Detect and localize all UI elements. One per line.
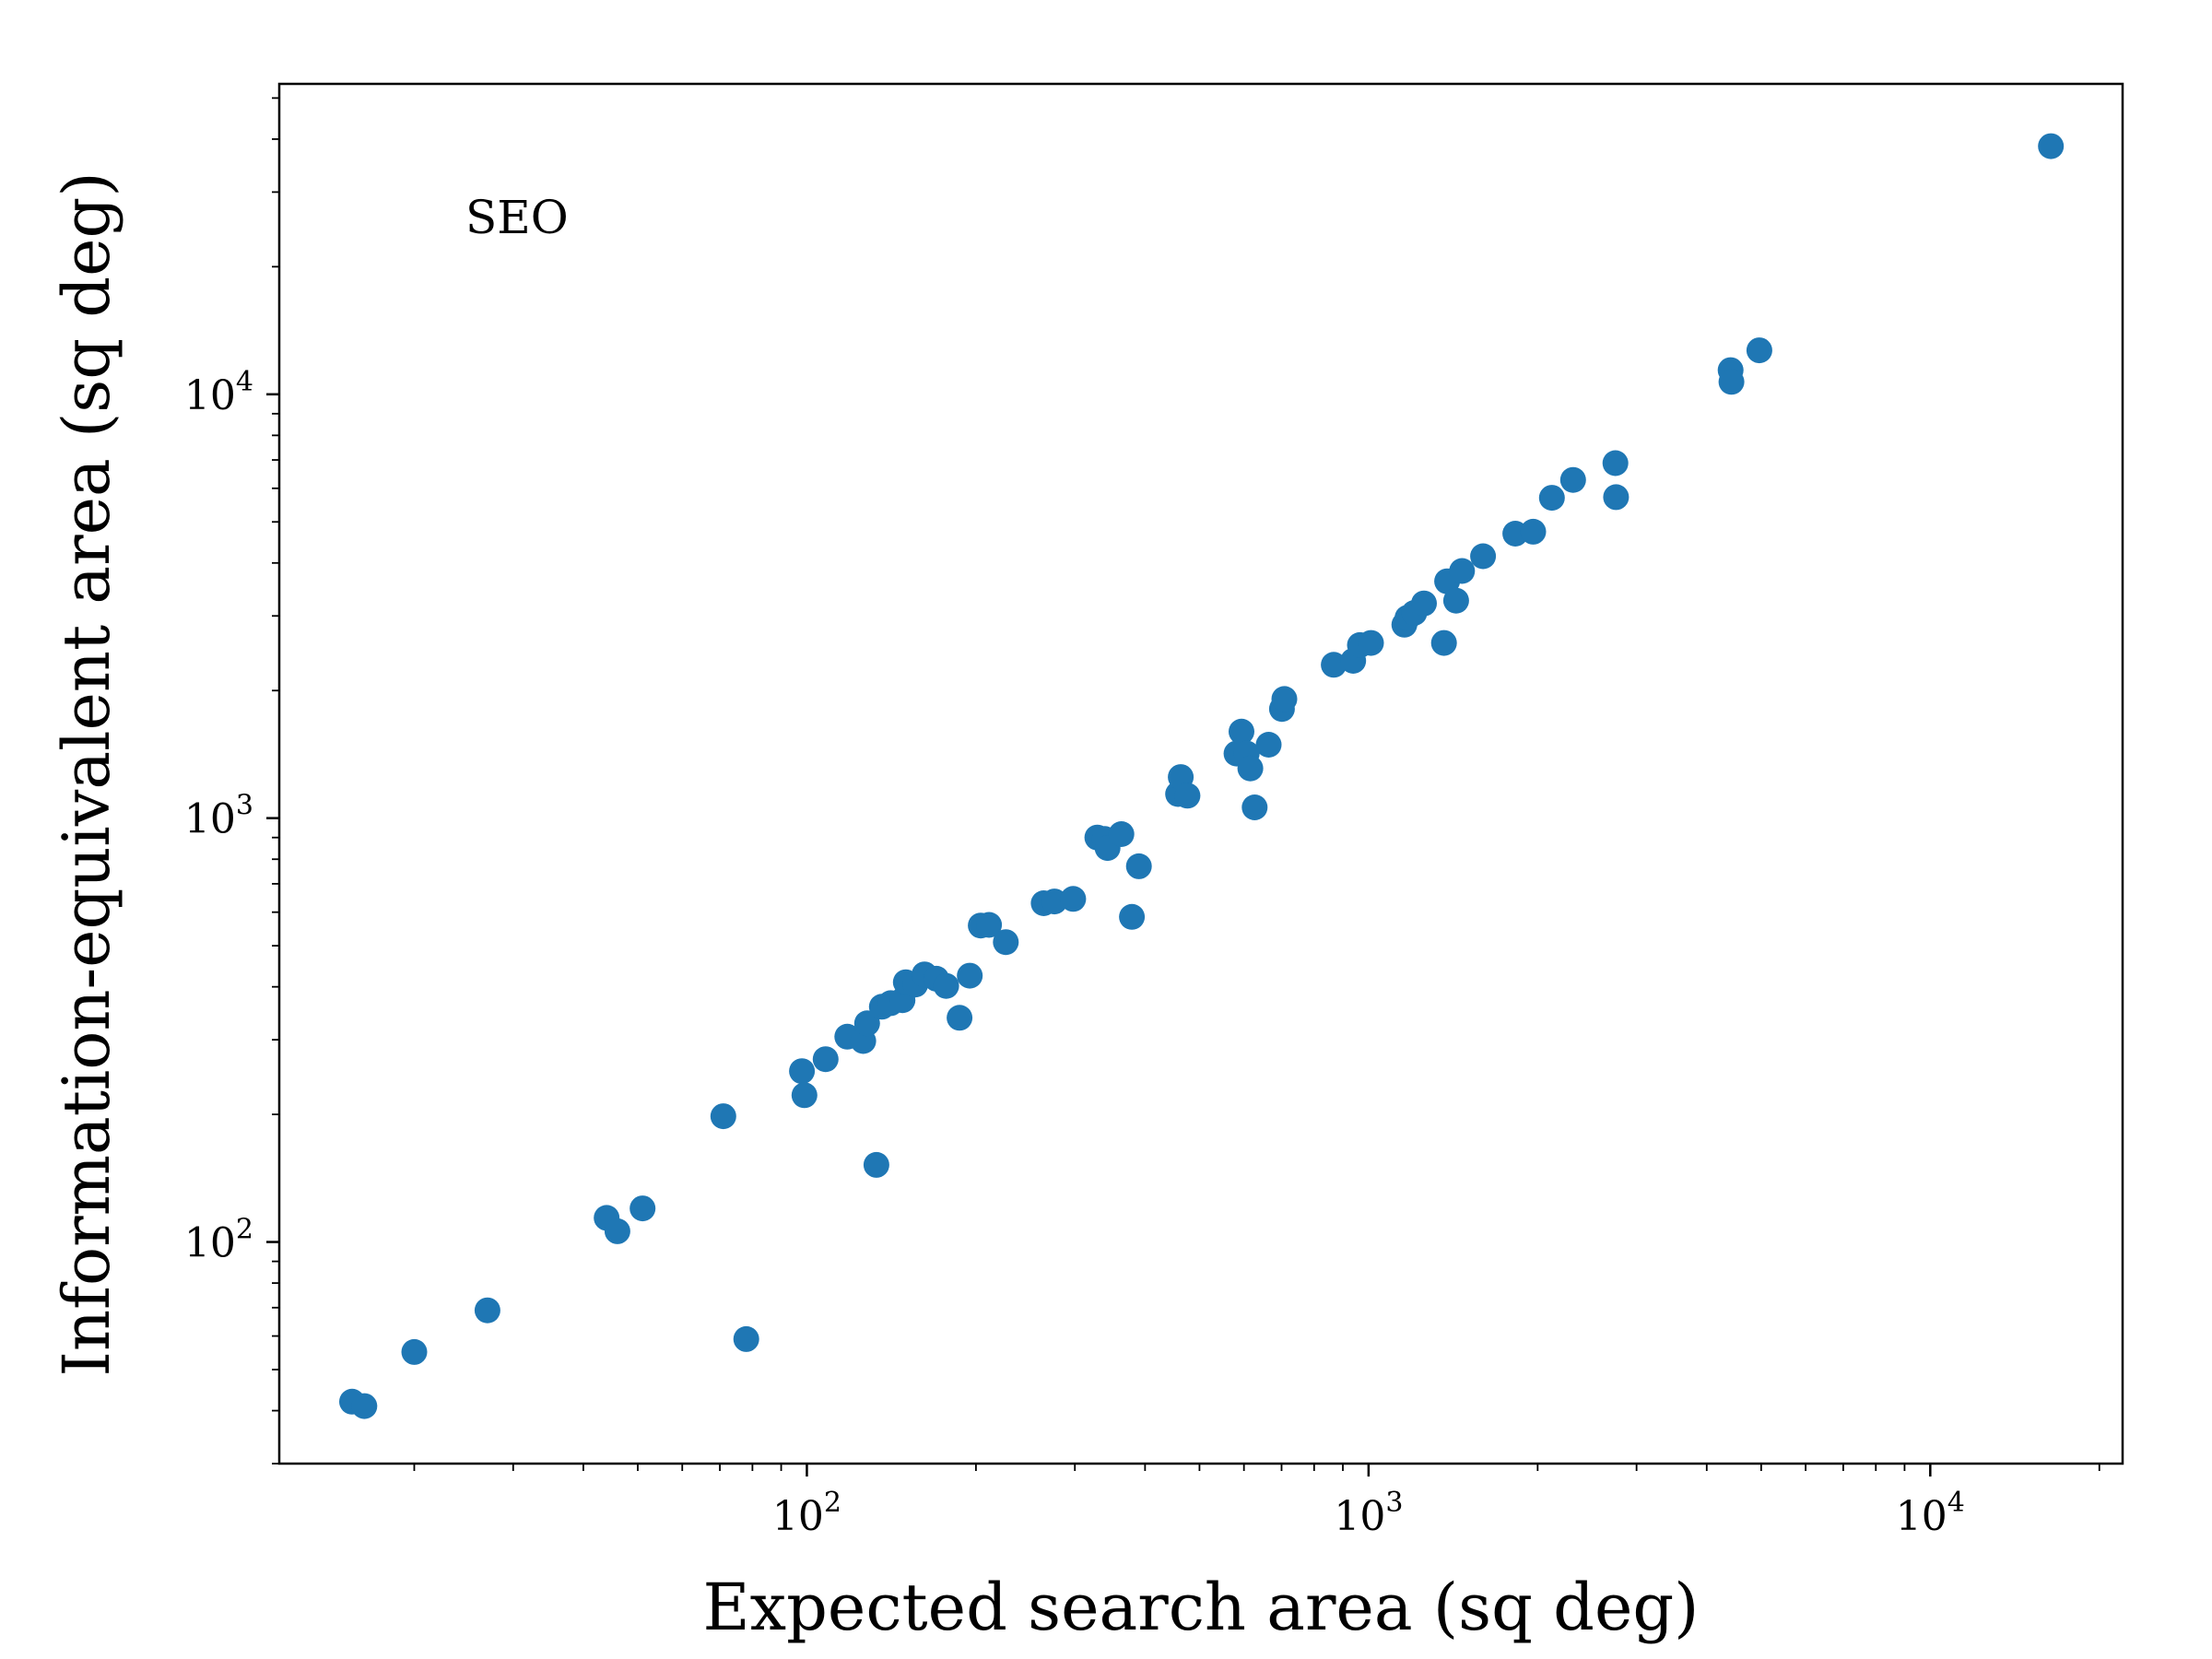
data-point [1108,821,1135,847]
plot-area-frame [277,82,2124,1465]
data-point [1271,686,1298,712]
y-axis-ticks: 102 103 104 [184,97,279,1465]
data-point [1229,718,1254,745]
data-point [947,1005,973,1031]
data-point [629,1195,656,1222]
x-tick-label: 102 [772,1487,841,1540]
data-point [604,1218,630,1244]
data-point [1237,755,1264,782]
data-point [812,1046,839,1073]
data-point [1430,629,1457,656]
data-point [1602,450,1629,477]
data-point [1321,652,1347,678]
data-point [401,1338,428,1365]
data-point [710,1103,736,1130]
data-point [1746,337,1772,364]
data-point [1241,794,1268,820]
x-tick-label: 104 [1896,1487,1965,1540]
data-point [957,962,983,989]
points-layer [339,133,2065,1419]
data-point [791,1082,818,1109]
data-point [853,1010,880,1037]
data-point [1718,369,1745,395]
data-point [976,912,1003,938]
data-point [1442,587,1469,614]
data-point [1358,629,1384,656]
data-point [474,1297,500,1324]
y-tick-label: 102 [184,1214,253,1267]
data-point [1411,590,1437,617]
data-point [1449,558,1476,584]
y-tick-label: 104 [184,366,253,419]
x-axis-ticks: 102 103 104 [413,1464,2100,1540]
data-point [1603,484,1630,511]
data-point [993,929,1019,956]
data-point [733,1325,759,1352]
data-point [933,972,959,999]
data-point [1125,853,1152,879]
data-point [1559,466,1586,493]
data-point [1470,543,1497,570]
data-point [1119,903,1146,930]
x-axis-label: Expected search area (sq deg) [703,1570,1700,1645]
data-point [1538,485,1565,512]
data-point [351,1393,378,1419]
data-point [863,1151,889,1178]
data-point [1255,732,1282,758]
x-tick-label: 103 [1334,1487,1403,1540]
data-point [789,1058,816,1085]
data-point [1520,518,1547,545]
y-axis-label: Information-equivalent area (sq deg) [49,171,124,1376]
y-tick-label: 103 [184,790,253,843]
annotation-label: SEO [465,191,569,244]
data-point [1060,886,1087,912]
data-point [1174,782,1201,809]
data-point [2038,133,2065,159]
